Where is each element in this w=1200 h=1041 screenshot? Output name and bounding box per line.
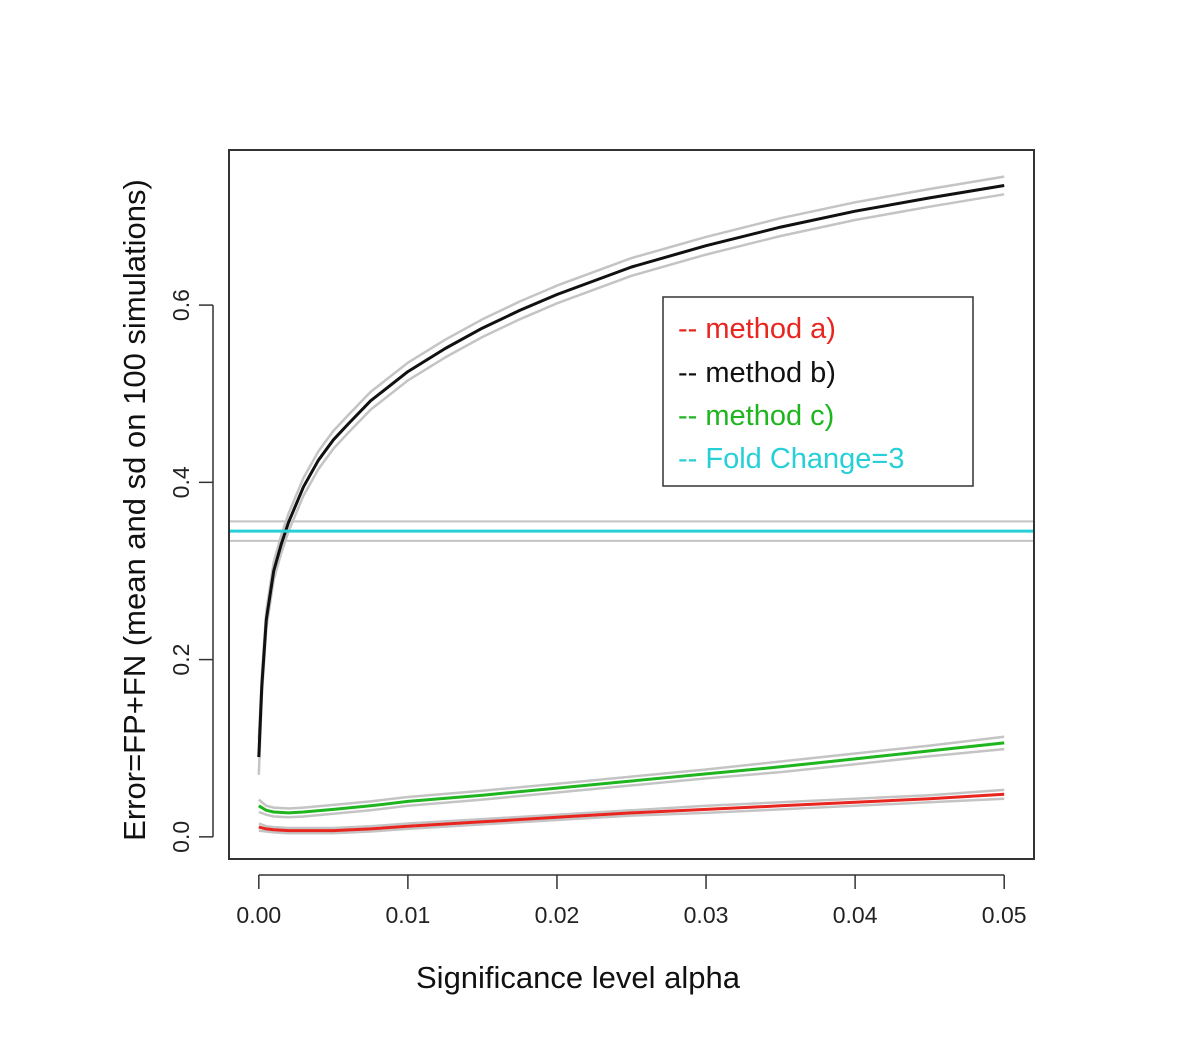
- y-axis-title: Error=FP+FN (mean and sd on 100 simulati…: [117, 179, 152, 841]
- legend: -- method a) -- method b) -- method c) -…: [662, 296, 974, 487]
- method-a-line: [258, 792, 1005, 833]
- x-axis-title: Significance level alpha: [416, 960, 741, 995]
- plot-frame: [228, 149, 1035, 860]
- y-tick-label: 0.6: [168, 289, 194, 321]
- method-a-sd-lower: [258, 797, 1005, 835]
- y-tick-label: 0.4: [168, 466, 194, 498]
- y-tick-label: 0.0: [168, 821, 194, 853]
- legend-entry-method-b: -- method b): [678, 357, 836, 389]
- x-tick-label: 0.05: [982, 902, 1027, 928]
- method-c-sd-lower: [258, 747, 1005, 819]
- x-tick-label: 0.01: [386, 902, 431, 928]
- method-a-sd-upper: [258, 788, 1005, 830]
- method-c-line: [258, 741, 1005, 815]
- series-lines: [229, 184, 1034, 833]
- y-axis: 0.0 0.2 0.4 0.6: [168, 289, 214, 853]
- method-b-line: [257, 184, 1005, 758]
- method-c-sd-upper: [258, 735, 1005, 810]
- legend-entry-fold-change: -- Fold Change=3: [678, 443, 905, 475]
- method-b-sd-lower: [257, 193, 1005, 775]
- legend-box: [662, 296, 974, 487]
- legend-entry-method-a: -- method a): [678, 313, 836, 345]
- x-axis: 0.00 0.01 0.02 0.03 0.04 0.05: [236, 874, 1027, 928]
- x-tick-label: 0.02: [535, 902, 580, 928]
- y-tick-label: 0.2: [168, 644, 194, 676]
- method-b-sd-upper: [257, 175, 1005, 740]
- x-tick-label: 0.04: [833, 902, 878, 928]
- x-tick-label: 0.03: [684, 902, 729, 928]
- sd-bands: [229, 175, 1034, 835]
- legend-entry-method-c: -- method c): [678, 400, 834, 432]
- x-tick-label: 0.00: [236, 902, 281, 928]
